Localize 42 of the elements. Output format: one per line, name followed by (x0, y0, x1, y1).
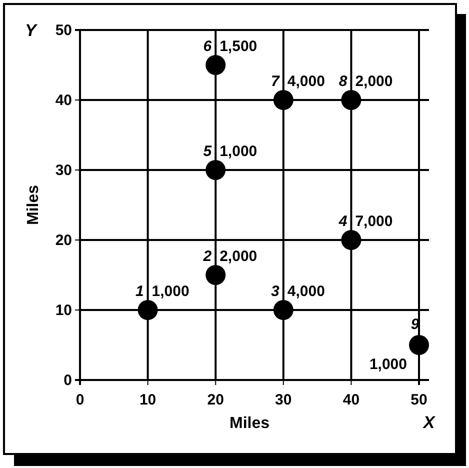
annotation: 4,000 (287, 73, 325, 90)
annotation: 2,000 (220, 248, 258, 265)
x-tick-label: 10 (139, 392, 156, 408)
y-tick-label: 50 (55, 22, 72, 39)
x-tick-label: 20 (207, 392, 224, 408)
x-tick-label: 40 (342, 392, 360, 408)
point (206, 160, 226, 180)
x-tick-label: 0 (76, 392, 84, 408)
point (138, 300, 158, 320)
annotation: 8 (338, 73, 348, 90)
annotation: 6 (203, 38, 212, 55)
y-tick-label: 20 (55, 232, 72, 249)
y-axis-title: Miles (25, 184, 42, 226)
x-tick-label: 30 (275, 392, 292, 408)
annotation: 1 (135, 283, 144, 300)
annotation: 1,500 (220, 38, 258, 55)
point (273, 90, 294, 110)
annotation: 7,000 (355, 213, 393, 230)
annotation: 7 (271, 73, 280, 90)
point (409, 335, 429, 355)
x-axis-title: Miles (229, 415, 270, 432)
annotation: 1,000 (220, 143, 258, 160)
y-tick-label: 30 (55, 162, 72, 179)
annotation: 5 (203, 143, 212, 160)
text: X (422, 413, 436, 432)
text: Y (25, 21, 38, 40)
point (341, 230, 362, 250)
annotation: 4 (338, 213, 348, 230)
y-tick-label: 0 (64, 372, 72, 389)
annotation: 2 (202, 248, 212, 265)
annotation: 2,000 (355, 73, 393, 90)
point (273, 300, 294, 320)
annotation: 4,000 (287, 283, 325, 300)
annotation: 3 (271, 283, 280, 300)
point (206, 265, 226, 285)
annotation: 1,000 (369, 356, 407, 373)
point (206, 55, 226, 75)
y-tick-label: 40 (55, 92, 72, 109)
y-tick-label: 10 (55, 302, 72, 319)
x-tick-label: 50 (410, 392, 428, 408)
point (341, 90, 362, 110)
annotation: 1,000 (152, 283, 190, 300)
